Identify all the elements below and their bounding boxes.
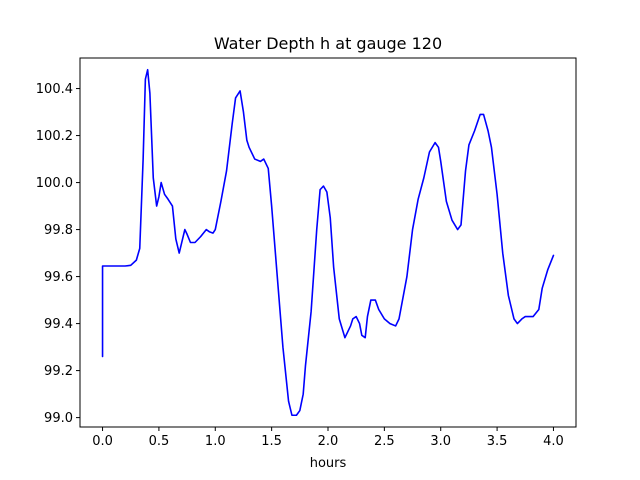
x-tick-label-7: 3.5 xyxy=(487,434,508,449)
x-tick-label-1: 0.5 xyxy=(149,434,170,449)
y-tick-label-0: 99.0 xyxy=(44,411,73,426)
series-line-0 xyxy=(101,68,555,417)
y-tick-label-2: 99.4 xyxy=(44,317,73,332)
x-tick-label-2: 1.0 xyxy=(205,434,226,449)
x-tick-label-4: 2.0 xyxy=(318,434,339,449)
x-axis-label: hours xyxy=(310,456,347,471)
x-tick-label-8: 4.0 xyxy=(543,434,564,449)
x-tick-label-6: 3.0 xyxy=(430,434,451,449)
x-tick-label-0: 0.0 xyxy=(92,434,113,449)
y-tick-label-6: 100.2 xyxy=(36,129,73,144)
x-tick-label-5: 2.5 xyxy=(374,434,395,449)
chart-title: Water Depth h at gauge 120 xyxy=(214,34,442,53)
y-tick-label-7: 100.4 xyxy=(36,82,73,97)
x-tick-label-3: 1.5 xyxy=(261,434,282,449)
plot-area: 0.0 0.5 1.0 1.5 2.0 2.5 3.0 3.5 4.0 99.0 99.2 99.4 9… xyxy=(36,57,577,449)
y-tick-label-3: 99.6 xyxy=(44,270,73,285)
y-tick-label-1: 99.2 xyxy=(44,364,73,379)
y-tick-label-4: 99.8 xyxy=(44,223,73,238)
y-tick-label-5: 100.0 xyxy=(36,176,73,191)
